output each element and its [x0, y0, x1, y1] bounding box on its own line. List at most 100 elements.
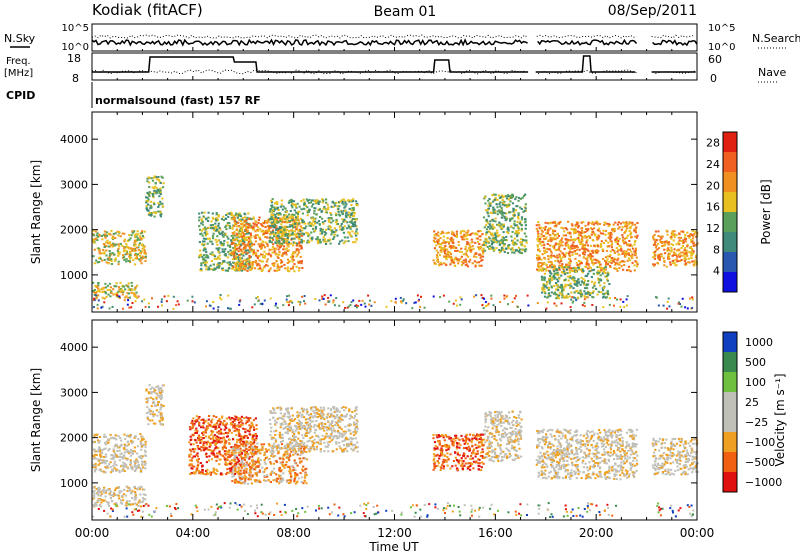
data-point	[118, 471, 121, 474]
data-point	[486, 221, 489, 224]
data-point	[140, 468, 143, 471]
data-point	[546, 301, 549, 304]
data-point	[145, 389, 148, 392]
data-point	[587, 228, 590, 231]
data-point	[159, 182, 162, 184]
data-point	[306, 206, 309, 209]
data-point	[274, 253, 277, 256]
data-point	[215, 416, 218, 419]
data-point	[569, 282, 572, 285]
data-point	[668, 253, 671, 256]
data-point	[201, 220, 204, 223]
data-point	[519, 220, 522, 223]
data-point	[291, 217, 294, 220]
data-point	[325, 201, 328, 204]
date-title: 08/Sep/2011	[608, 3, 697, 19]
data-point	[575, 245, 579, 248]
data-point	[158, 387, 161, 390]
data-point	[148, 191, 151, 194]
data-point	[667, 241, 671, 244]
data-point	[152, 400, 155, 403]
data-point	[126, 458, 129, 461]
data-point	[583, 290, 586, 293]
data-point	[620, 228, 623, 231]
data-point	[159, 187, 162, 190]
data-point	[274, 217, 277, 220]
data-point	[143, 246, 146, 249]
data-point	[358, 299, 361, 302]
data-point	[106, 242, 109, 245]
data-point	[348, 231, 351, 234]
data-point	[123, 246, 126, 249]
data-point	[127, 296, 130, 299]
data-point	[634, 260, 637, 263]
data-point	[694, 261, 697, 264]
data-point	[262, 232, 265, 235]
data-point	[217, 230, 220, 233]
data-point	[272, 238, 275, 241]
data-point	[553, 264, 556, 267]
data-point	[94, 284, 97, 287]
data-point	[321, 221, 324, 224]
data-point	[274, 231, 277, 234]
data-point	[299, 261, 302, 264]
data-point	[141, 497, 144, 500]
data-point	[602, 229, 605, 232]
data-point	[299, 225, 302, 228]
data-point	[573, 247, 576, 249]
data-point	[432, 295, 435, 298]
data-point	[138, 243, 141, 246]
data-point	[96, 239, 99, 242]
data-point	[604, 239, 608, 242]
data-point	[524, 227, 527, 230]
data-point	[96, 303, 99, 306]
data-point	[615, 246, 618, 249]
data-point	[348, 215, 351, 218]
data-point	[110, 229, 113, 232]
data-point	[126, 444, 129, 447]
data-point	[248, 256, 251, 259]
data-point	[96, 232, 99, 235]
data-point	[139, 236, 142, 239]
data-point	[326, 203, 329, 206]
data-point	[103, 499, 106, 502]
data-point	[160, 300, 163, 303]
data-point	[107, 245, 110, 248]
data-point	[129, 492, 132, 495]
data-point	[652, 251, 655, 254]
data-point	[277, 227, 281, 230]
data-point	[211, 234, 215, 237]
data-point	[556, 272, 559, 275]
data-point	[540, 275, 543, 278]
data-point	[290, 300, 293, 303]
data-point	[548, 270, 552, 273]
data-point	[593, 283, 596, 286]
data-point	[117, 251, 120, 254]
data-point	[272, 226, 275, 229]
data-point	[351, 211, 354, 214]
data-point	[231, 237, 235, 240]
data-point	[464, 248, 467, 251]
nsky-tick-high: 10^5	[62, 23, 89, 34]
data-point	[557, 260, 560, 263]
data-point	[443, 255, 446, 258]
data-point	[144, 467, 147, 470]
data-point	[141, 243, 144, 246]
data-point	[156, 191, 159, 194]
data-point	[545, 307, 548, 310]
data-point	[254, 251, 257, 254]
data-point	[670, 237, 673, 240]
data-point	[597, 281, 601, 284]
data-point	[240, 257, 244, 260]
data-point	[122, 250, 125, 253]
data-point	[293, 237, 296, 240]
data-point	[129, 459, 132, 462]
data-point	[245, 230, 249, 233]
data-point	[355, 304, 358, 307]
data-point	[516, 233, 519, 236]
data-point	[432, 259, 435, 262]
data-point	[667, 255, 670, 258]
data-point	[667, 254, 670, 257]
data-point	[162, 205, 165, 208]
data-point	[631, 247, 635, 250]
